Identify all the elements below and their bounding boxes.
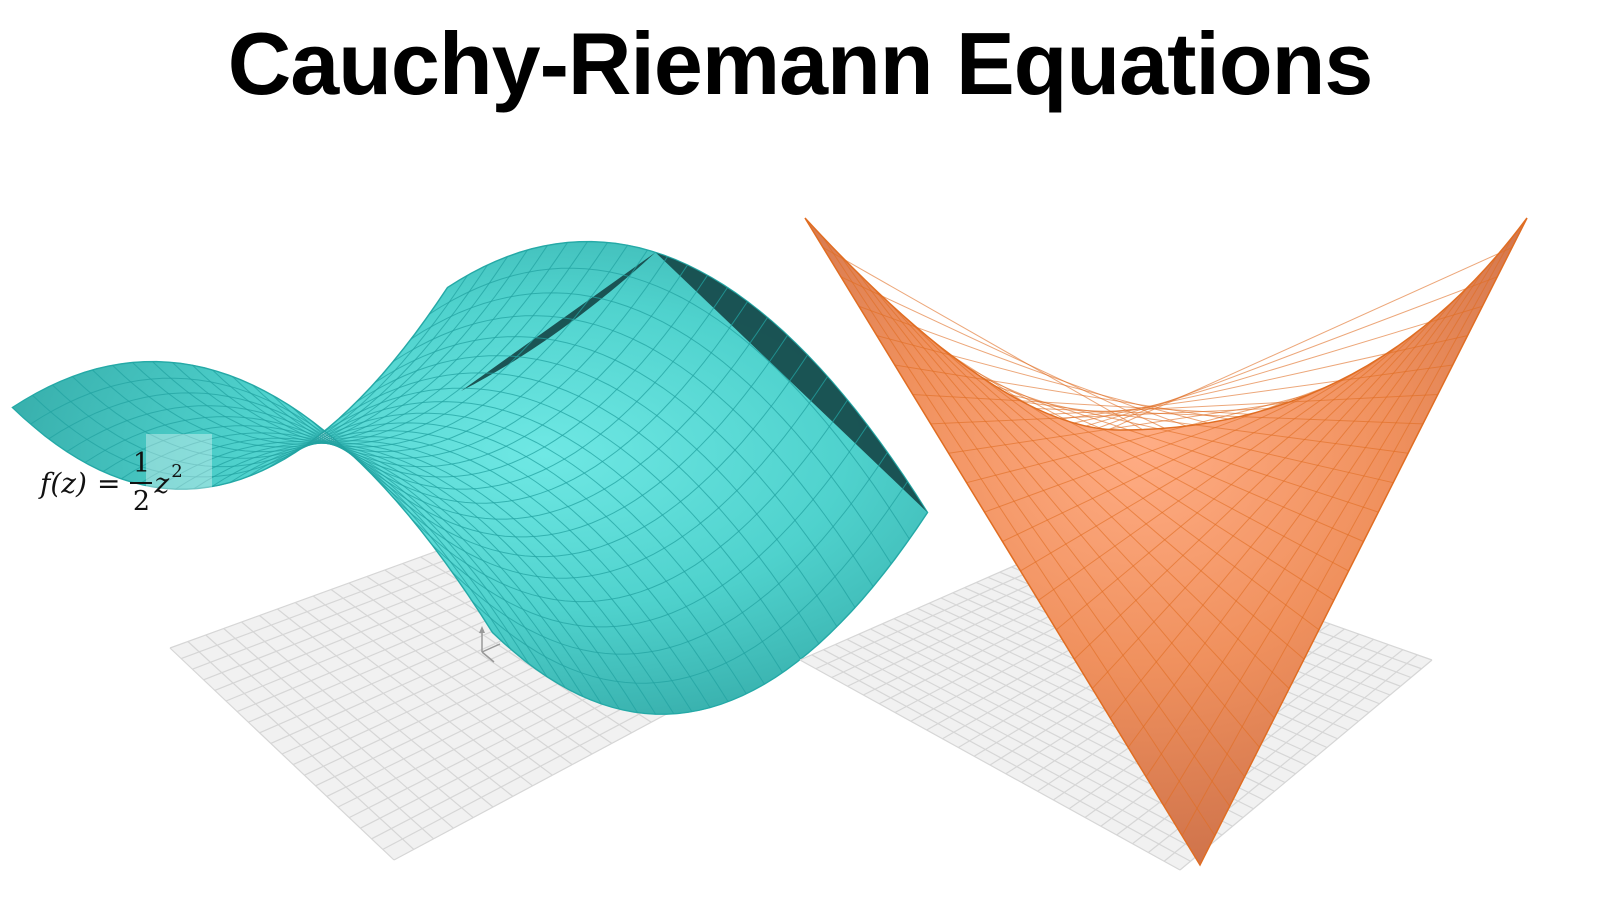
left-floor-line (366, 576, 613, 744)
orange-mesh-line (858, 305, 1187, 427)
orange-mesh-line (889, 303, 1275, 719)
orange-mesh-line (1091, 317, 1435, 689)
teal-mesh-line (452, 452, 888, 655)
formula-fraction: 1 2 (130, 448, 153, 517)
orange-mesh-line (840, 276, 1165, 429)
orange-mesh-line (1036, 408, 1423, 425)
axis-y (481, 651, 495, 663)
axis-x (481, 643, 501, 653)
orange-mesh-line (1061, 364, 1453, 420)
axis-z-arrow (479, 626, 485, 633)
orange-mesh-line (1097, 276, 1498, 429)
orange-mesh-line (1073, 331, 1419, 660)
formula-denominator: 2 (132, 486, 151, 517)
orange-mesh-line (966, 394, 1310, 484)
orange-mesh-line (930, 408, 1270, 425)
teal-mesh-line (447, 241, 928, 513)
orange-mesh-line (1085, 305, 1483, 427)
orange-mesh-line (951, 355, 1335, 601)
orange-mesh-line (1009, 394, 1394, 484)
orange-mesh-line (839, 254, 1231, 807)
orange-mesh-line (856, 271, 1245, 778)
orange-mesh-line (1145, 271, 1483, 778)
left-plot[interactable] (11, 240, 929, 861)
orange-mesh-line (822, 246, 1143, 430)
formula-lhs: f(z) (40, 466, 87, 500)
orange-mesh-line (921, 331, 1305, 660)
teal-mesh-line (411, 292, 892, 565)
orange-mesh-line (1073, 335, 1468, 424)
orange-mesh-line (1109, 303, 1452, 719)
orange-mesh-line (1127, 287, 1468, 748)
orange-mesh-line (905, 317, 1290, 689)
orange-mesh-line (1038, 355, 1384, 601)
orange-mesh-line (1181, 236, 1513, 836)
orange-mesh-line (936, 343, 1320, 631)
orange-mesh-line (1163, 254, 1499, 807)
orange-mesh-line (984, 385, 1329, 513)
page-title: Cauchy-Riemann Equations (227, 14, 1374, 113)
teal-mesh-line (392, 315, 874, 587)
teal-mesh-line (412, 399, 848, 603)
fraction-bar (130, 482, 153, 484)
orange-mesh-line (873, 287, 1260, 748)
right-floor-line (1179, 659, 1433, 871)
right-plot[interactable] (799, 217, 1528, 871)
function-formula: f(z) = 1 2 z 2 (40, 436, 183, 530)
formula-variable: z (154, 466, 170, 500)
formula-panel (146, 434, 212, 530)
teal-mesh-line (432, 425, 868, 628)
orange-mesh-line (966, 366, 1349, 572)
formula-numerator: 1 (132, 448, 151, 479)
orange-mesh-line (822, 236, 1216, 836)
orange-mesh-line (912, 393, 1250, 415)
teal-mesh-line (472, 481, 908, 684)
orange-mesh-line (1108, 246, 1513, 431)
formula-equals: = (96, 466, 121, 500)
orange-mesh-line (948, 401, 1290, 454)
orange-mesh-line (1056, 343, 1401, 631)
axes-tripod-icon (479, 626, 501, 663)
orange-mesh-line (1002, 376, 1347, 542)
teal-mesh-line (492, 512, 928, 715)
left-floor-line (384, 569, 632, 734)
teal-mesh-line (429, 267, 910, 540)
formula-exponent: 2 (171, 460, 183, 482)
